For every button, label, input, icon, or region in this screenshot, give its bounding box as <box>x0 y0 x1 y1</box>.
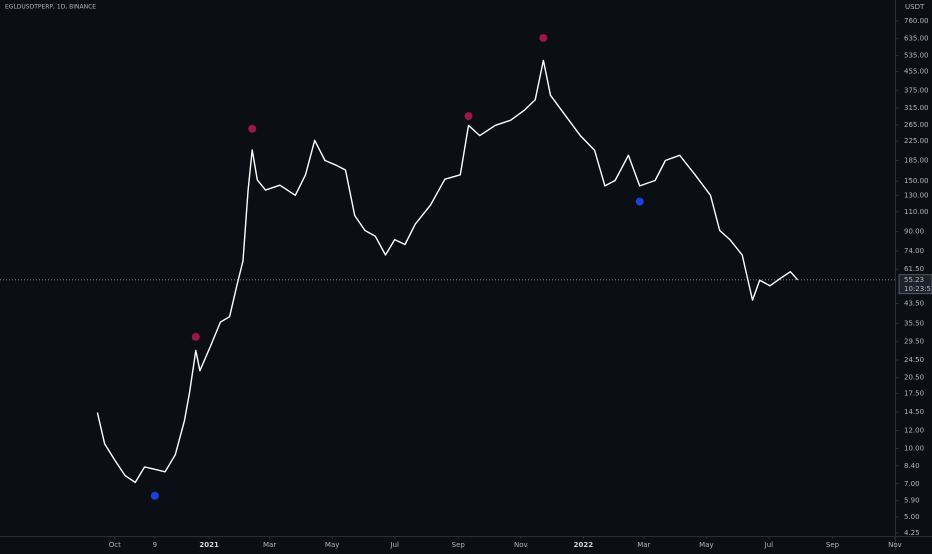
x-tick-label: Jul <box>764 541 774 549</box>
y-tick-label: 635.00 <box>904 35 929 43</box>
x-tick-label: 2022 <box>574 541 594 549</box>
signal-marker <box>150 491 159 500</box>
y-tick-label: 43.50 <box>904 299 924 307</box>
signal-marker <box>464 112 473 121</box>
y-tick-label: 375.00 <box>904 87 929 95</box>
y-tick-label: 7.00 <box>904 480 920 488</box>
y-tick-label: 5.90 <box>904 497 920 505</box>
y-tick-label: 185.00 <box>904 156 929 164</box>
y-tick-label: 760.00 <box>904 17 929 25</box>
signal-marker <box>635 197 644 206</box>
signal-marker <box>539 33 548 42</box>
y-tick-label: 150.00 <box>904 177 929 185</box>
x-tick-label: 2021 <box>199 541 219 549</box>
signal-marker <box>191 332 200 341</box>
x-tick-label: May <box>325 541 339 549</box>
y-tick-label: 17.50 <box>904 389 924 397</box>
x-tick-label: Nov <box>514 541 528 549</box>
y-tick-label: 8.40 <box>904 462 920 470</box>
y-tick-label: 10.00 <box>904 445 924 453</box>
y-tick-label: 20.50 <box>904 374 924 382</box>
y-tick-label: 315.00 <box>904 104 929 112</box>
x-tick-label: Sep <box>452 541 466 549</box>
y-tick-label: 90.00 <box>904 228 924 236</box>
y-tick-label: 5.00 <box>904 513 920 521</box>
y-tick-label: 14.50 <box>904 408 924 416</box>
x-tick-label: Jul <box>389 541 399 549</box>
y-tick-label: 12.00 <box>904 427 924 435</box>
x-tick-label: Nov <box>888 541 902 549</box>
y-tick-label: 74.00 <box>904 247 924 255</box>
x-tick-label: 9 <box>153 541 157 549</box>
y-tick-label: 4.25 <box>904 529 920 537</box>
price-line <box>96 59 799 484</box>
y-tick-label: 455.00 <box>904 68 929 76</box>
x-tick-label: Mar <box>637 541 650 549</box>
unit-label: USDT <box>905 3 925 11</box>
countdown-label: 10:23:57 <box>904 285 932 293</box>
y-tick-label: 24.50 <box>904 356 924 364</box>
signal-marker <box>248 124 257 133</box>
x-tick-label: Oct <box>109 541 121 549</box>
x-tick-label: May <box>699 541 713 549</box>
y-tick-label: 35.50 <box>904 319 924 327</box>
y-tick-label: 225.00 <box>904 137 929 145</box>
y-tick-label: 110.00 <box>904 208 929 216</box>
y-tick-label: 265.00 <box>904 121 929 129</box>
y-tick-label: 61.50 <box>904 265 924 273</box>
y-tick-label: 130.00 <box>904 191 929 199</box>
last-price-box <box>898 274 932 295</box>
chart-title: EGLDUSDTPERP, 1D, BINANCE <box>5 4 96 11</box>
last-price-label: 55.23 <box>904 276 924 284</box>
x-tick-label: Sep <box>826 541 840 549</box>
x-tick-label: Mar <box>263 541 276 549</box>
y-tick-label: 535.00 <box>904 52 929 60</box>
y-tick-label: 29.50 <box>904 338 924 346</box>
